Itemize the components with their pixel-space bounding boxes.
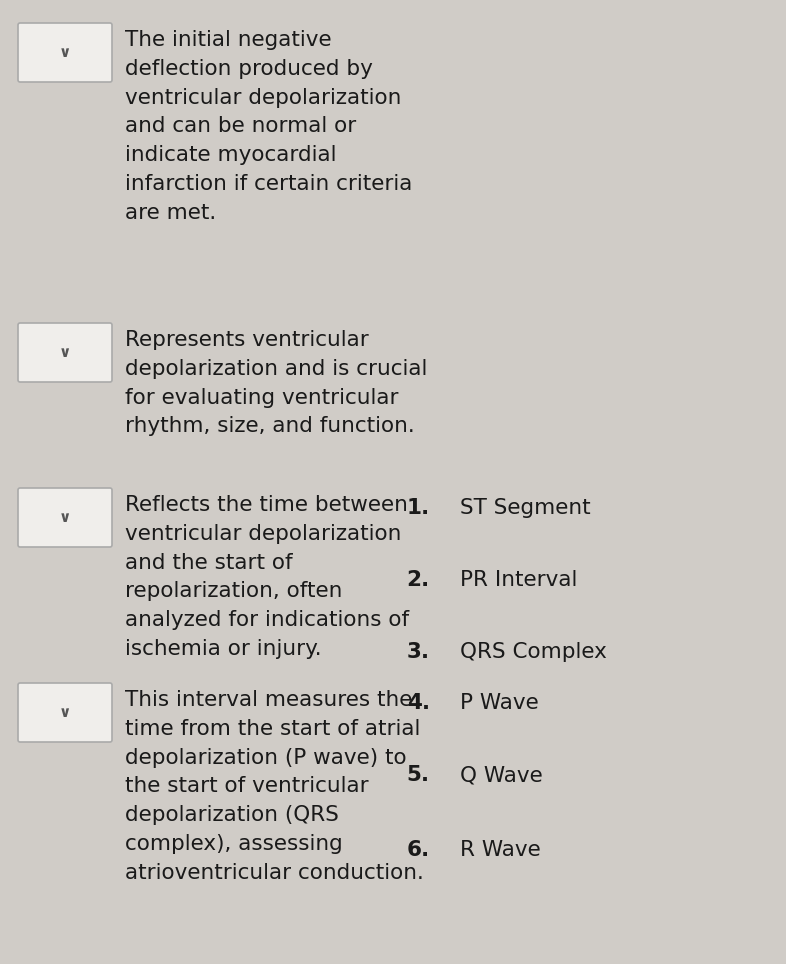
Text: 3.: 3. [407,642,430,662]
Text: 2.: 2. [406,570,430,590]
Text: P Wave: P Wave [460,693,538,713]
Text: Represents ventricular
depolarization and is crucial
for evaluating ventricular
: Represents ventricular depolarization an… [125,330,428,437]
Text: ∨: ∨ [59,510,72,525]
Text: Reflects the time between
ventricular depolarization
and the start of
repolariza: Reflects the time between ventricular de… [125,495,410,659]
Text: This interval measures the
time from the start of atrial
depolarization (P wave): This interval measures the time from the… [125,690,424,883]
Text: ∨: ∨ [59,45,72,60]
Text: Q Wave: Q Wave [460,765,543,785]
FancyBboxPatch shape [18,23,112,82]
FancyBboxPatch shape [18,683,112,742]
Text: 6.: 6. [406,840,430,860]
Text: QRS Complex: QRS Complex [460,642,607,662]
Text: ST Segment: ST Segment [460,498,590,518]
Text: 4.: 4. [407,693,430,713]
FancyBboxPatch shape [18,488,112,547]
Text: 1.: 1. [406,498,430,518]
Text: R Wave: R Wave [460,840,541,860]
Text: ∨: ∨ [59,345,72,360]
FancyBboxPatch shape [18,323,112,382]
Text: PR Interval: PR Interval [460,570,578,590]
Text: The initial negative
deflection produced by
ventricular depolarization
and can b: The initial negative deflection produced… [125,30,413,223]
Text: ∨: ∨ [59,705,72,720]
Text: 5.: 5. [407,765,430,785]
